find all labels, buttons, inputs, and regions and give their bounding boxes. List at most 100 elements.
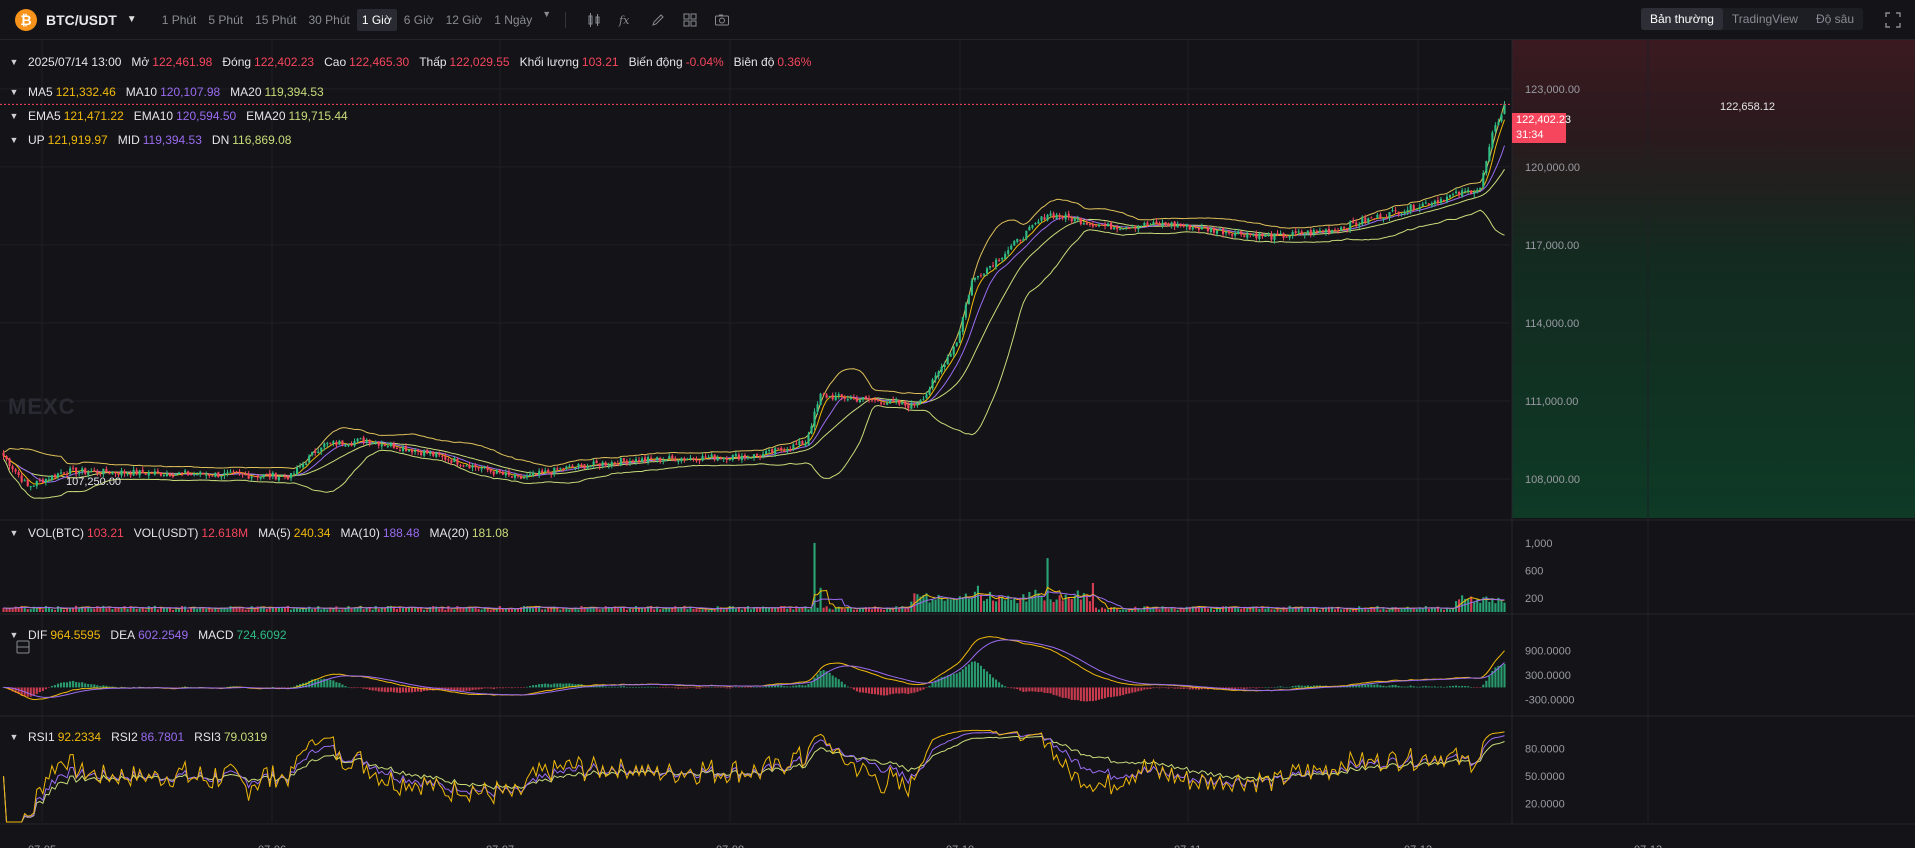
- macd-histogram-bar: [1122, 687, 1125, 696]
- macd-histogram-bar: [1049, 687, 1052, 694]
- macd-histogram-bar: [1297, 685, 1300, 688]
- volume-bar: [683, 605, 686, 612]
- macd-histogram-bar: [1467, 686, 1470, 688]
- volume-bar: [1448, 609, 1452, 612]
- macd-histogram-bar: [1370, 684, 1373, 688]
- vol-ma10-label: MA(10): [340, 526, 380, 540]
- change-label: Biến động: [628, 55, 683, 69]
- volume-bar: [985, 598, 989, 612]
- collapse-chevron-icon[interactable]: ▼: [9, 57, 19, 67]
- interval-1-giờ[interactable]: 1 Giờ: [356, 8, 397, 31]
- volume-bar: [931, 599, 934, 612]
- candle-body: [138, 470, 141, 476]
- macd-histogram-bar: [1445, 686, 1449, 688]
- candle-body: [417, 449, 420, 452]
- candle-settings-icon[interactable]: [584, 10, 604, 30]
- volume-bar: [1167, 608, 1170, 612]
- collapse-chevron-icon[interactable]: ▼: [9, 111, 19, 121]
- candle-body: [441, 455, 444, 457]
- interval-5-phút[interactable]: 5 Phút: [208, 12, 244, 27]
- price-chart-canvas[interactable]: 123,000.00120,000.00117,000.00114,000.00…: [0, 40, 1915, 848]
- collapse-chevron-icon[interactable]: ▼: [9, 732, 19, 742]
- macd-histogram-bar: [813, 677, 816, 688]
- collapse-chevron-icon[interactable]: ▼: [9, 87, 19, 97]
- candle-body: [1333, 229, 1337, 231]
- candle-body: [489, 469, 492, 472]
- view-tradingview[interactable]: TradingView: [1731, 12, 1798, 26]
- candle-body: [686, 458, 689, 460]
- candle-body: [62, 472, 66, 474]
- interval-6-giờ[interactable]: 6 Giờ: [403, 12, 434, 27]
- macd-histogram-bar: [474, 687, 477, 690]
- interval-1-ngày[interactable]: 1 Ngày: [494, 12, 533, 27]
- ema10-value: 120,594.50: [176, 109, 237, 123]
- volume-bar: [1037, 593, 1040, 612]
- volume-bar: [44, 605, 47, 612]
- macd-histogram-bar: [262, 687, 265, 688]
- camera-icon[interactable]: [712, 10, 732, 30]
- candle-body: [913, 404, 916, 406]
- view-depth[interactable]: Độ sâu: [1815, 12, 1854, 26]
- candle-body: [647, 456, 650, 462]
- interval-1-phút[interactable]: 1 Phút: [161, 12, 197, 27]
- volume-bar: [565, 607, 568, 612]
- view-standard[interactable]: Bản thường: [1640, 8, 1723, 30]
- indicator-fx-icon[interactable]: fx: [616, 10, 636, 30]
- candle-body: [235, 471, 238, 473]
- pane-layout-icon[interactable]: [16, 640, 30, 654]
- volume-bar: [202, 608, 205, 612]
- volume-bar: [946, 599, 949, 612]
- volume-bar: [1436, 606, 1439, 612]
- volume-bar: [465, 606, 468, 612]
- volume-bar: [504, 609, 507, 612]
- ma5-label: MA5: [28, 85, 53, 99]
- volume-bar: [1409, 608, 1412, 612]
- volume-bar: [1394, 607, 1397, 612]
- volume-bar: [786, 608, 789, 612]
- macd-histogram-bar: [486, 687, 489, 689]
- candle-body: [952, 346, 955, 355]
- fullscreen-icon[interactable]: [1885, 12, 1901, 28]
- interval-15-phút[interactable]: 15 Phút: [255, 12, 297, 27]
- interval-more-chevron-icon[interactable]: ▼: [542, 8, 552, 19]
- macd-histogram-bar: [374, 687, 377, 691]
- collapse-chevron-icon[interactable]: ▼: [9, 135, 19, 145]
- volume-bar: [1430, 608, 1433, 612]
- macd-histogram-bar: [610, 686, 613, 688]
- layout-grid-icon[interactable]: [680, 10, 700, 30]
- collapse-chevron-icon[interactable]: ▼: [9, 630, 19, 640]
- volume-bar: [84, 606, 87, 612]
- candle-body: [217, 472, 220, 478]
- candle-body: [610, 462, 613, 466]
- candle-body: [426, 449, 429, 454]
- candle-body: [659, 458, 662, 462]
- interval-30-phút[interactable]: 30 Phút: [308, 12, 350, 27]
- candle-body: [123, 471, 126, 474]
- macd-histogram-bar: [522, 687, 526, 688]
- volume-bar: [1082, 593, 1085, 612]
- volume-bar: [362, 609, 365, 612]
- macd-histogram-bar: [371, 687, 374, 691]
- volume-bar: [816, 607, 819, 612]
- volume-bar: [1318, 609, 1321, 612]
- pair-selector[interactable]: BTC/USDT: [46, 11, 117, 28]
- volume-bar: [404, 607, 408, 612]
- volume-bar: [1140, 609, 1143, 612]
- volume-bar: [8, 608, 11, 612]
- volume-bar: [704, 608, 707, 612]
- macd-histogram-bar: [910, 687, 913, 694]
- interval-12-giờ[interactable]: 12 Giờ: [445, 12, 483, 27]
- close-value: 122,402.23: [254, 55, 315, 69]
- draw-pencil-icon[interactable]: [648, 10, 668, 30]
- macd-histogram-bar: [765, 686, 768, 688]
- candle-body: [1385, 217, 1388, 219]
- volume-bar: [1206, 608, 1209, 612]
- macd-histogram-bar: [1128, 687, 1131, 694]
- chevron-down-icon[interactable]: ▼: [126, 14, 137, 25]
- volume-bar: [477, 608, 480, 612]
- candle-body: [1488, 146, 1491, 162]
- collapse-chevron-icon[interactable]: ▼: [9, 528, 19, 538]
- volume-bar: [707, 609, 710, 612]
- macd-histogram-bar: [637, 687, 641, 688]
- volume-bar: [474, 606, 477, 612]
